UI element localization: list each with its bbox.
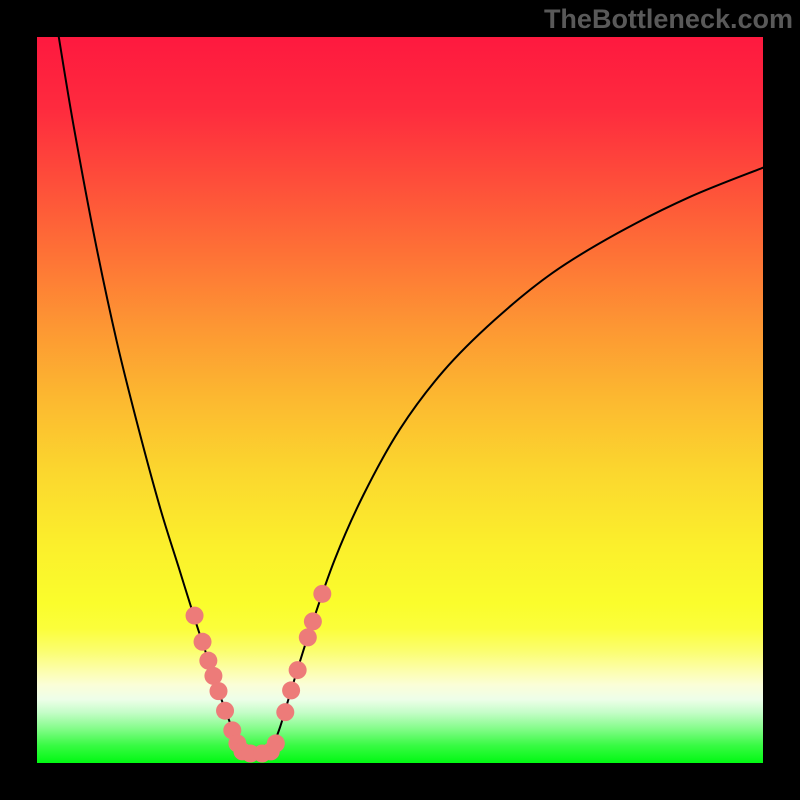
data-dot xyxy=(216,702,234,720)
data-dot xyxy=(194,633,212,651)
watermark-text: TheBottleneck.com xyxy=(544,4,793,35)
chart-root: TheBottleneck.com xyxy=(0,0,800,800)
dots-floor xyxy=(241,745,271,763)
gradient-background xyxy=(37,37,763,763)
data-dot xyxy=(313,585,331,603)
data-dot xyxy=(199,652,217,670)
chart-svg xyxy=(37,37,763,763)
data-dot xyxy=(204,667,222,685)
data-dot xyxy=(210,682,228,700)
data-dot xyxy=(289,661,307,679)
data-dot xyxy=(299,628,317,646)
plot-area xyxy=(37,37,763,763)
data-dot xyxy=(276,703,294,721)
data-dot xyxy=(253,745,271,763)
data-dot xyxy=(304,612,322,630)
data-dot xyxy=(186,607,204,625)
data-dot xyxy=(282,681,300,699)
